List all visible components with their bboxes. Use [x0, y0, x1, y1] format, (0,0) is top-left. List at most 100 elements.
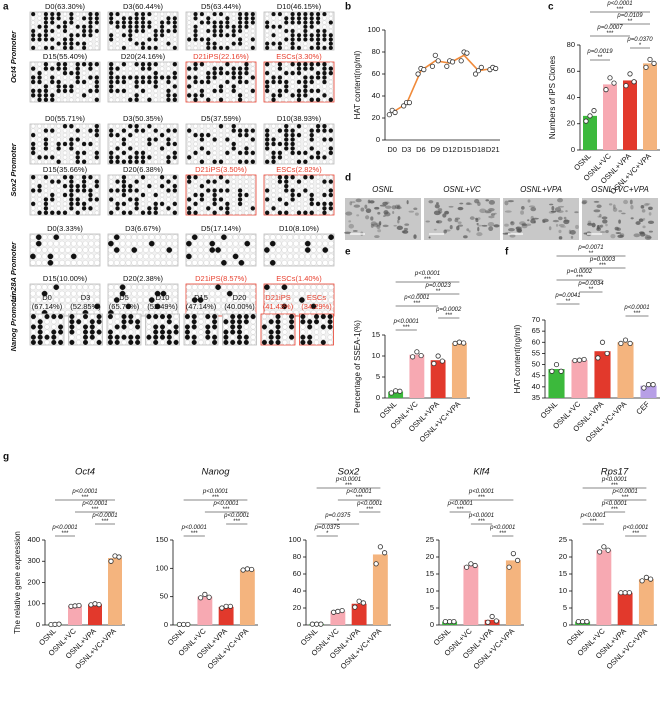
- cpg-site: [56, 201, 61, 207]
- cell: [449, 224, 453, 230]
- cpg-site: [289, 324, 295, 330]
- cpg-site: [50, 175, 55, 180]
- cpg-site: [62, 24, 68, 29]
- cpg-site: [250, 84, 256, 89]
- cpg-site: [287, 290, 294, 297]
- cpg-site: [303, 206, 308, 211]
- bar: [484, 619, 500, 625]
- cpg-site: [43, 93, 49, 98]
- cpg-site: [153, 88, 158, 94]
- y-tick-label: 35: [532, 393, 540, 402]
- cpg-site: [218, 188, 224, 193]
- cpg-site: [299, 240, 305, 247]
- y-tick-label: 0: [376, 393, 380, 402]
- cpg-site: [37, 179, 42, 184]
- y-tick-label: 20: [372, 113, 380, 122]
- cpg-site: [128, 197, 133, 202]
- replicate-point: [449, 59, 456, 65]
- cpg-site: [218, 41, 224, 46]
- sample-label: D3(60.44%): [123, 2, 164, 11]
- cpg-site: [135, 319, 141, 325]
- cpg-site: [328, 197, 334, 202]
- cpg-site: [137, 247, 143, 253]
- cpg-site: [128, 84, 133, 89]
- y-tick-label: 45: [532, 371, 540, 380]
- cpg-site: [212, 16, 217, 21]
- y-axis-label: HAT content(ng/ml): [353, 50, 362, 119]
- cpg-site: [69, 33, 74, 38]
- cpg-site: [88, 137, 93, 142]
- y-tick-label: 65: [532, 326, 540, 335]
- cpg-site: [290, 84, 295, 89]
- cpg-site: [94, 150, 100, 156]
- cpg-site: [134, 201, 139, 207]
- cpg-site: [108, 137, 114, 142]
- cpg-site: [271, 175, 276, 180]
- cpg-site: [184, 329, 190, 335]
- cpg-site: [271, 24, 276, 29]
- cpg-site: [50, 12, 55, 17]
- cpg-site: [212, 183, 217, 189]
- cpg-site: [293, 253, 299, 260]
- cpg-site: [328, 284, 334, 291]
- x-tick-label: D21: [486, 145, 500, 154]
- cpg-site: [290, 97, 295, 102]
- cpg-site: [115, 188, 120, 193]
- cpg-site: [41, 284, 48, 291]
- cpg-site: [309, 132, 314, 138]
- cpg-site: [166, 284, 173, 291]
- cell: [397, 216, 401, 221]
- cpg-site: [37, 93, 42, 98]
- cpg-site: [313, 329, 320, 335]
- cpg-site: [315, 141, 321, 147]
- replicate-point: [631, 79, 637, 85]
- cpg-site: [88, 146, 93, 151]
- cell: [648, 212, 652, 216]
- cpg-site: [140, 16, 146, 21]
- cpg-site: [88, 259, 95, 266]
- cpg-site: [159, 201, 165, 207]
- cpg-site: [303, 201, 308, 207]
- cpg-site: [309, 66, 314, 71]
- cpg-site: [244, 141, 249, 147]
- replicate-point: [464, 50, 470, 56]
- cpg-site: [237, 192, 243, 198]
- cpg-site: [186, 88, 192, 94]
- cell: [638, 218, 644, 223]
- cpg-site: [159, 84, 165, 89]
- cpg-site: [250, 146, 256, 151]
- cpg-site: [146, 339, 152, 345]
- cpg-site: [140, 97, 146, 102]
- sample-label: D15(10.00%): [43, 274, 88, 283]
- cpg-site: [115, 16, 120, 21]
- cell: [367, 199, 371, 204]
- cpg-site: [231, 62, 236, 67]
- cpg-site: [134, 137, 139, 142]
- cpg-site: [218, 201, 224, 207]
- cpg-site: [166, 141, 171, 147]
- cpg-site: [271, 206, 276, 211]
- p-value: p<0.0001: [51, 525, 77, 531]
- cpg-site: [172, 124, 178, 129]
- bar: [594, 351, 611, 398]
- cpg-site: [303, 70, 308, 76]
- cpg-site: [212, 206, 217, 211]
- x-tick-label: D9: [431, 145, 441, 154]
- sample-percent: (67.14%): [32, 302, 63, 311]
- p-value: p<0.0001: [81, 501, 107, 507]
- cpg-site: [88, 141, 93, 147]
- cpg-site: [59, 284, 65, 291]
- y-tick-label: 40: [372, 91, 380, 100]
- cpg-site: [35, 297, 42, 303]
- cpg-site: [250, 141, 256, 147]
- cpg-site: [304, 284, 311, 291]
- cpg-site: [322, 197, 327, 202]
- cpg-site: [231, 97, 236, 102]
- cpg-site: [186, 234, 192, 241]
- cpg-site: [218, 124, 224, 129]
- cpg-site: [50, 179, 55, 184]
- cpg-site: [221, 290, 227, 297]
- significance-stars: ***: [191, 531, 199, 537]
- cpg-site: [121, 41, 127, 46]
- cpg-site: [309, 70, 314, 76]
